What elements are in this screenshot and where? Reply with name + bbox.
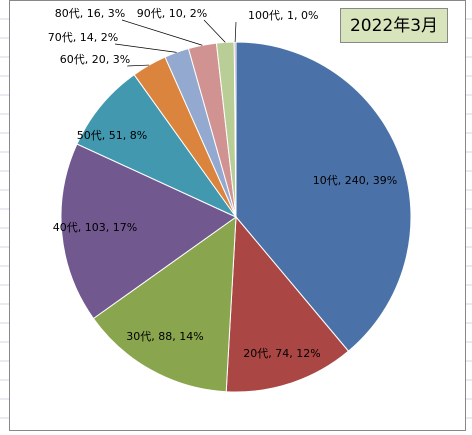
- data-label: 10代, 240, 39%: [313, 174, 397, 187]
- leader-line: [114, 43, 177, 53]
- title-box: [340, 8, 448, 43]
- pie-slice: [92, 215, 237, 393]
- data-label: 80代, 16, 3%: [55, 7, 125, 20]
- pie-slice: [233, 41, 237, 218]
- pie-slice: [235, 41, 412, 352]
- pie-slice: [76, 73, 238, 219]
- data-label: 100代, 1, 0%: [248, 9, 318, 22]
- pie: 10代, 240, 39% 20代, 74, 12% 30代, 88, 14% 40代…: [48, 7, 412, 393]
- pie-slice: [225, 215, 350, 393]
- data-label: 20代, 74, 12%: [243, 347, 320, 360]
- data-label: 70代, 14, 2%: [48, 31, 118, 44]
- data-label: 90代, 10, 2%: [137, 7, 207, 20]
- data-label: 60代, 20, 3%: [60, 53, 130, 66]
- pie-slice: [60, 143, 237, 320]
- leader-line: [121, 19, 203, 46]
- data-label: 40代, 103, 17%: [53, 221, 137, 234]
- leader-line: [234, 21, 237, 43]
- leader-line: [203, 19, 226, 43]
- leader-line: [126, 64, 150, 67]
- data-label: 30代, 88, 14%: [126, 330, 203, 343]
- data-label: 50代, 51, 8%: [77, 129, 147, 142]
- chart-title: 2022年3月: [350, 16, 438, 36]
